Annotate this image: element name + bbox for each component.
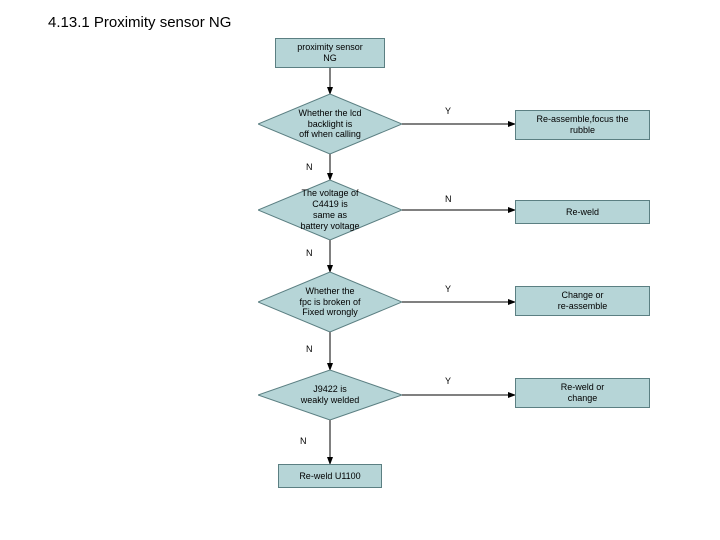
- node-start: proximity sensorNG: [275, 38, 385, 68]
- edge-label-d1-r1: Y: [445, 106, 451, 116]
- node-r2: Re-weld: [515, 200, 650, 224]
- edge-label-d1-d2: N: [306, 162, 313, 172]
- edge-label-d4-r4: Y: [445, 376, 451, 386]
- edge-label-d2-d3: N: [306, 248, 313, 258]
- node-end: Re-weld U1100: [278, 464, 382, 488]
- node-d3: Whether thefpc is broken ofFixed wrongly: [258, 272, 402, 332]
- node-d2: The voltage ofC4419 issame asbattery vol…: [258, 180, 402, 240]
- edge-label-d2-r2: N: [445, 194, 452, 204]
- connectors: [0, 0, 720, 540]
- page-title: 4.13.1 Proximity sensor NG: [48, 14, 231, 31]
- node-r4: Re-weld orchange: [515, 378, 650, 408]
- node-r3: Change orre-assemble: [515, 286, 650, 316]
- node-d4: J9422 isweakly welded: [258, 370, 402, 420]
- node-d1: Whether the lcdbacklight isoff when call…: [258, 94, 402, 154]
- node-r1: Re-assemble,focus therubble: [515, 110, 650, 140]
- edge-label-d3-d4: N: [306, 344, 313, 354]
- edge-label-d4-end: N: [300, 436, 307, 446]
- edge-label-d3-r3: Y: [445, 284, 451, 294]
